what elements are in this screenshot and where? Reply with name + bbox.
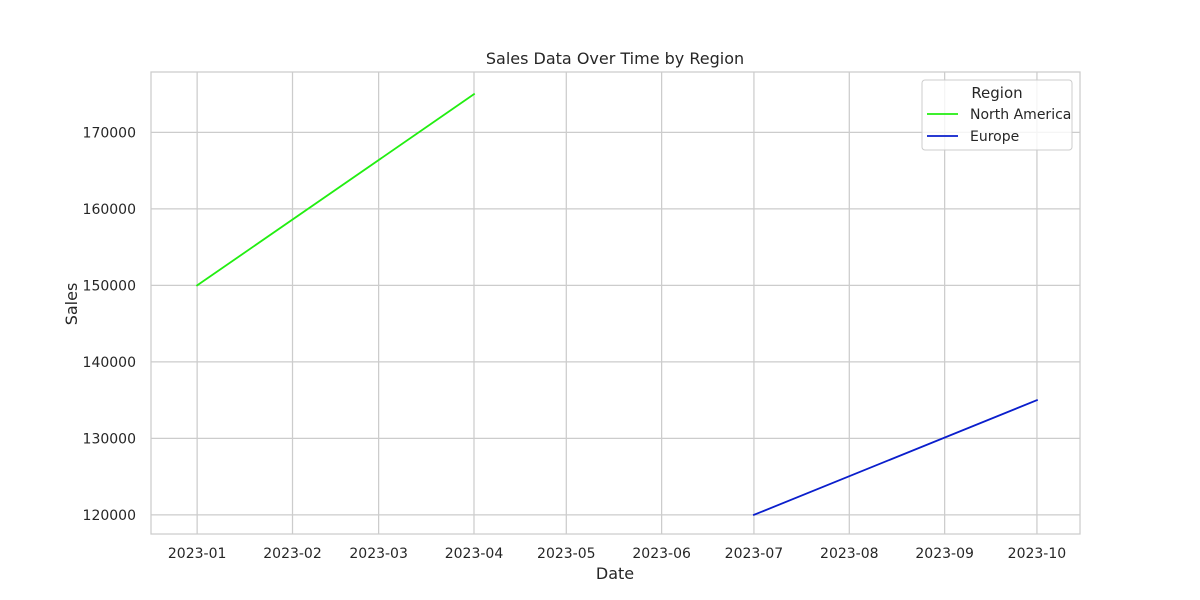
legend: Region North America Europe: [921, 79, 1073, 151]
x-tick-label: 2023-01: [168, 546, 227, 562]
legend-title: Region: [971, 84, 1022, 102]
legend-label: Europe: [970, 129, 1019, 145]
x-tick-label: 2023-10: [1008, 546, 1067, 562]
x-tick-label: 2023-03: [349, 546, 408, 562]
x-tick-label: 2023-06: [632, 546, 691, 562]
y-tick-label: 120000: [83, 508, 136, 524]
x-tick-label: 2023-04: [445, 546, 504, 562]
plot-area: [150, 71, 1081, 535]
legend-box: [921, 79, 1073, 151]
y-axis-ticks: 120000 130000 140000 150000 160000 170000: [83, 125, 136, 523]
x-tick-label: 2023-07: [725, 546, 784, 562]
series-lines: [195, 92, 1039, 517]
series-line-europe: [752, 398, 1039, 517]
y-tick-label: 140000: [83, 355, 136, 371]
x-tick-label: 2023-02: [263, 546, 322, 562]
y-tick-label: 160000: [83, 202, 136, 218]
chart-title: Sales Data Over Time by Region: [486, 49, 744, 68]
y-axis-title: Sales: [62, 283, 81, 326]
x-tick-label: 2023-09: [915, 546, 974, 562]
x-axis-ticks: 2023-01 2023-02 2023-03 2023-04 2023-05 2023-…: [168, 546, 1066, 562]
legend-label: North America: [970, 107, 1071, 123]
x-tick-label: 2023-08: [820, 546, 879, 562]
y-tick-label: 130000: [83, 431, 136, 447]
x-axis-title: Date: [596, 564, 634, 583]
x-tick-label: 2023-05: [537, 546, 596, 562]
y-tick-label: 170000: [83, 125, 136, 141]
series-line-north-america: [195, 92, 476, 287]
y-tick-label: 150000: [83, 278, 136, 294]
